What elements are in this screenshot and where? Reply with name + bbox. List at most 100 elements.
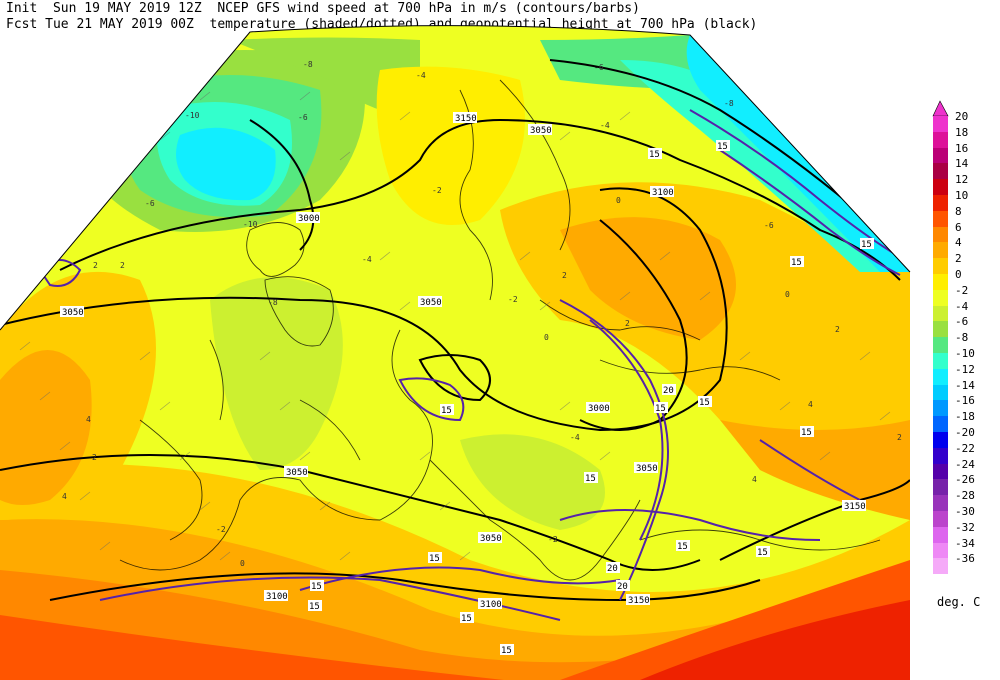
colorbar-label: -2 [955,283,969,297]
svg-text:15: 15 [677,542,688,552]
temp-label: 4 [86,415,91,424]
colorbar-swatch [933,432,948,448]
temp-label: -8 [268,298,278,307]
colorbar-swatch [933,210,948,227]
temp-label: 4 [752,475,757,484]
colorbar-label: 16 [955,141,969,155]
height-label: 3150 [626,594,650,606]
colorbar-swatch [933,226,948,243]
colorbar-label: -28 [955,489,975,503]
wind-label: 15 [860,238,874,250]
temp-label: -8 [724,99,734,108]
temp-label: -6 [145,199,155,208]
colorbar-swatch [933,289,948,306]
height-label: 3000 [586,402,610,414]
colorbar-label: -22 [955,441,975,455]
colorbar-label: -32 [955,520,975,534]
colorbar-swatch [933,116,948,132]
colorbar-label: -8 [955,331,969,345]
colorbar-label: 0 [955,268,962,281]
colorbar-label: -34 [955,536,975,550]
wind-label: 15 [790,256,804,268]
height-label: 3050 [634,462,658,474]
colorbar-label: -26 [955,473,975,487]
colorbar-label: 18 [955,125,969,139]
svg-text:15: 15 [757,548,768,558]
wind-label: 15 [310,580,324,592]
svg-text:15: 15 [861,240,872,250]
temp-label: 4 [808,400,813,409]
header-line-2: Fcst Tue 21 MAY 2019 00Z temperature (sh… [6,17,758,32]
svg-text:15: 15 [717,142,728,152]
wind-label: 15 [800,426,814,438]
svg-text:3050: 3050 [530,126,552,136]
colorbar-swatch [933,242,948,259]
height-label: 3050 [478,532,502,544]
colorbar-label: 8 [955,204,962,218]
svg-text:15: 15 [309,602,320,612]
svg-text:3100: 3100 [266,592,288,602]
temp-label: -8 [303,60,313,69]
colorbar-arrow-icon [932,100,949,117]
temp-label: 2 [562,271,567,280]
height-label: 3050 [418,296,442,308]
colorbar-label: -6 [955,315,969,329]
height-label: 3000 [296,212,320,224]
colorbar-label: -12 [955,362,975,376]
wind-label: 15 [716,140,730,152]
height-label: 3150 [453,112,477,124]
temp-label: -2 [432,186,442,195]
header-line-1: Init Sun 19 MAY 2019 12Z NCEP GFS wind s… [6,1,640,16]
height-label: 3100 [478,598,502,610]
svg-text:15: 15 [441,406,452,416]
wind-label: 15 [756,546,770,558]
svg-text:3050: 3050 [286,468,308,478]
svg-text:3050: 3050 [62,308,84,318]
colorbar-label: -36 [955,552,975,566]
colorbar-swatch [933,384,948,401]
temp-label: 0 [616,196,621,205]
svg-text:20: 20 [607,564,618,574]
temp-label: -6 [298,113,308,122]
temp-label: -4 [600,121,610,130]
colorbar-label: -14 [955,378,975,392]
svg-text:3000: 3000 [588,404,610,414]
height-label: 3150 [842,500,866,512]
colorbar-swatch [933,321,948,338]
svg-text:20: 20 [663,386,674,396]
colorbar-label: -20 [955,426,975,439]
colorbar-label: 6 [955,220,962,234]
temp-label: 2 [835,325,840,334]
svg-text:3000: 3000 [298,214,320,224]
svg-text:3100: 3100 [480,600,502,610]
colorbar-swatch [933,195,948,211]
wind-label: 15 [500,644,514,656]
wind-label: 15 [648,148,662,160]
svg-text:15: 15 [699,398,710,408]
colorbar-swatch [933,542,948,559]
temp-label: -10 [185,111,200,120]
colorbar-swatch [933,479,948,496]
wind-label: 15 [428,552,442,564]
wind-label: 15 [308,600,322,612]
colorbar-label: 10 [955,189,969,202]
colorbar-swatch [933,416,948,433]
temp-label: 2 [92,453,97,462]
colorbar-label: -30 [955,505,975,518]
height-label: 3100 [264,590,288,602]
colorbar-swatch [933,447,948,464]
temp-label: 2 [625,319,630,328]
temp-label: 2 [93,261,98,270]
temp-label: -4 [416,71,426,80]
height-label: 3050 [528,124,552,136]
wind-label: 15 [676,540,690,552]
colorbar-swatch [933,353,948,369]
wind-label: 15 [440,404,454,416]
temp-label: -6 [594,63,604,72]
height-label: 3100 [650,186,674,198]
colorbar-label: -24 [955,457,975,471]
temp-label: 2 [897,433,902,442]
temp-label: -10 [243,220,258,229]
colorbar-swatch [933,368,948,385]
